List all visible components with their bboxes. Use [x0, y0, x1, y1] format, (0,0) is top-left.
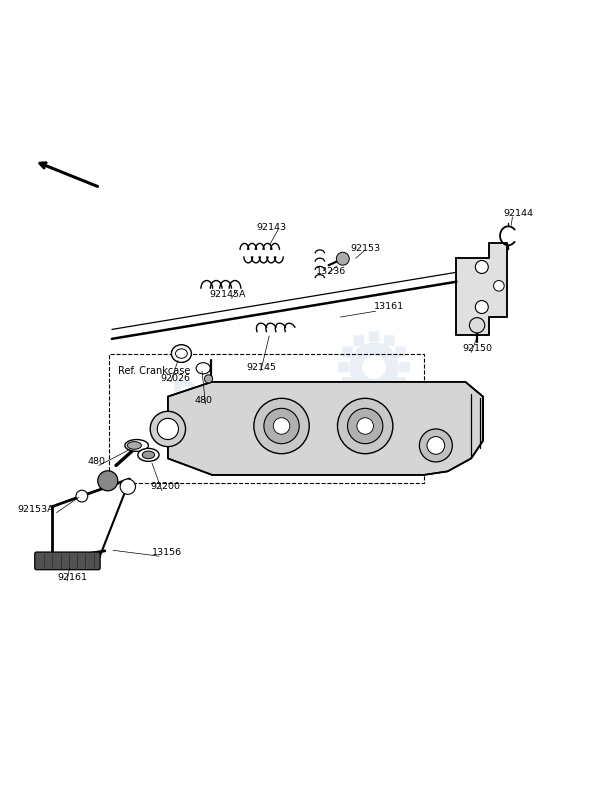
Text: 92026: 92026	[160, 375, 190, 384]
FancyBboxPatch shape	[395, 377, 406, 388]
Circle shape	[337, 399, 393, 454]
Circle shape	[254, 399, 309, 454]
Circle shape	[98, 471, 118, 491]
Circle shape	[120, 479, 135, 495]
FancyBboxPatch shape	[342, 347, 353, 357]
Circle shape	[475, 260, 488, 273]
Circle shape	[204, 375, 213, 383]
FancyBboxPatch shape	[399, 362, 410, 372]
FancyBboxPatch shape	[35, 552, 100, 570]
Text: 92150: 92150	[462, 344, 492, 353]
FancyBboxPatch shape	[395, 347, 406, 357]
Text: Republik: Republik	[237, 421, 375, 449]
Circle shape	[264, 408, 299, 443]
Circle shape	[362, 356, 386, 379]
Polygon shape	[456, 244, 507, 335]
Text: Ref. Crankcase: Ref. Crankcase	[118, 366, 190, 376]
Text: 480: 480	[87, 457, 105, 466]
Ellipse shape	[176, 349, 187, 358]
Ellipse shape	[196, 363, 210, 374]
Text: 92153A: 92153A	[18, 505, 54, 514]
Circle shape	[419, 429, 452, 462]
Circle shape	[349, 342, 399, 392]
Circle shape	[273, 418, 290, 434]
FancyBboxPatch shape	[353, 336, 364, 346]
Text: Parts: Parts	[170, 380, 277, 414]
Circle shape	[427, 436, 445, 455]
Ellipse shape	[127, 442, 141, 449]
Ellipse shape	[138, 448, 159, 461]
Circle shape	[150, 411, 186, 447]
Circle shape	[336, 252, 349, 265]
Text: 92161: 92161	[58, 573, 88, 582]
FancyBboxPatch shape	[369, 392, 379, 403]
FancyBboxPatch shape	[353, 388, 364, 399]
Text: 92153: 92153	[350, 244, 380, 253]
Circle shape	[348, 408, 383, 443]
Circle shape	[469, 318, 485, 333]
Circle shape	[357, 418, 373, 434]
Text: 92144: 92144	[504, 209, 534, 218]
Circle shape	[475, 300, 488, 313]
Text: 92145A: 92145A	[209, 290, 246, 299]
FancyBboxPatch shape	[342, 377, 353, 388]
Polygon shape	[168, 382, 483, 475]
Ellipse shape	[171, 344, 191, 363]
Text: 13236: 13236	[316, 267, 346, 276]
Text: 92145: 92145	[246, 363, 276, 372]
FancyBboxPatch shape	[338, 362, 349, 372]
FancyBboxPatch shape	[369, 331, 379, 342]
Ellipse shape	[125, 439, 148, 451]
Circle shape	[76, 491, 88, 502]
Text: 13156: 13156	[152, 548, 182, 557]
FancyBboxPatch shape	[384, 388, 395, 399]
Text: 92143: 92143	[256, 223, 286, 232]
Text: 13161: 13161	[374, 302, 404, 311]
Circle shape	[157, 419, 178, 439]
FancyBboxPatch shape	[384, 336, 395, 346]
Ellipse shape	[142, 451, 154, 459]
Text: 480: 480	[194, 396, 213, 405]
Circle shape	[494, 280, 504, 291]
Text: 92200: 92200	[150, 482, 180, 491]
